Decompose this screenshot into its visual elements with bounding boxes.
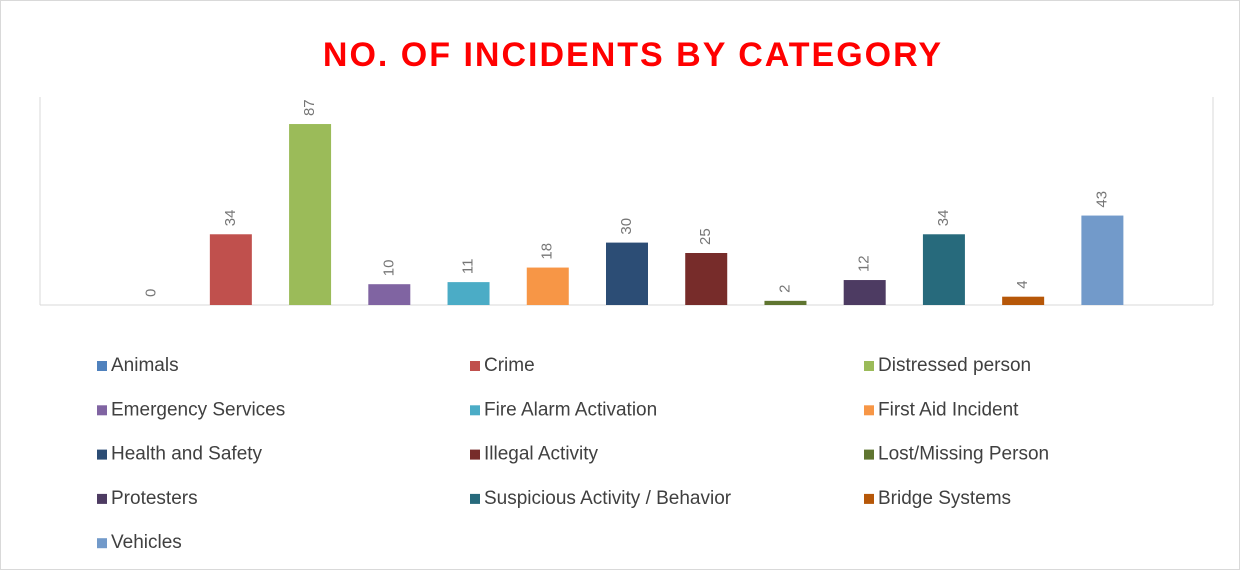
legend-label: First Aid Incident	[878, 399, 1019, 420]
data-label: 2	[776, 284, 793, 292]
bar	[1002, 296, 1045, 305]
bar	[922, 234, 965, 305]
legend-swatch	[97, 405, 107, 416]
bar	[368, 284, 411, 305]
data-label: 34	[935, 210, 952, 227]
legend-swatch	[97, 538, 107, 549]
legend-label: Illegal Activity	[484, 444, 599, 465]
legend-swatch	[864, 405, 874, 416]
data-label: 12	[856, 255, 873, 272]
legend-swatch	[470, 361, 480, 371]
legend-swatch	[470, 405, 480, 416]
data-label: 43	[1093, 191, 1110, 208]
legend-label: Health and Safety	[111, 444, 263, 465]
legend-label: Crime	[484, 355, 535, 376]
bar	[209, 234, 252, 305]
legend-swatch	[97, 493, 107, 504]
legend-label: Bridge Systems	[878, 488, 1011, 509]
data-label: 4	[1014, 280, 1031, 288]
legend-label: Protesters	[111, 488, 198, 509]
bar	[447, 282, 490, 305]
legend-swatch	[864, 361, 874, 371]
bar	[526, 267, 569, 305]
legend-label: Fire Alarm Activation	[484, 399, 657, 420]
legend-label: Suspicious Activity / Behavior	[484, 488, 732, 509]
data-label: 25	[697, 228, 714, 245]
legend-label: Animals	[111, 355, 179, 376]
legend-swatch	[864, 449, 874, 460]
data-label: 18	[539, 243, 556, 260]
bar	[606, 242, 648, 305]
data-label: 11	[460, 259, 477, 275]
bar	[289, 124, 332, 305]
legend-label: Emergency Services	[111, 399, 285, 420]
legend-label: Vehicles	[111, 532, 182, 553]
legend-swatch	[470, 493, 480, 504]
bar	[843, 280, 886, 305]
bar	[1081, 215, 1124, 305]
legend-swatch	[97, 361, 107, 371]
legend-label: Distressed person	[878, 355, 1031, 376]
legend-label: Lost/Missing Person	[878, 444, 1049, 465]
data-label: 30	[618, 218, 635, 235]
data-label: 34	[222, 210, 239, 227]
legend-swatch	[470, 449, 480, 460]
chart-title: NO. OF INCIDENTS BY CATEGORY	[323, 36, 943, 74]
data-label: 0	[143, 289, 160, 297]
bar	[685, 253, 728, 305]
legend-swatch	[97, 449, 107, 460]
data-label: 87	[301, 99, 318, 116]
data-label: 10	[380, 260, 397, 277]
legend-swatch	[864, 493, 874, 504]
bar	[764, 300, 807, 305]
